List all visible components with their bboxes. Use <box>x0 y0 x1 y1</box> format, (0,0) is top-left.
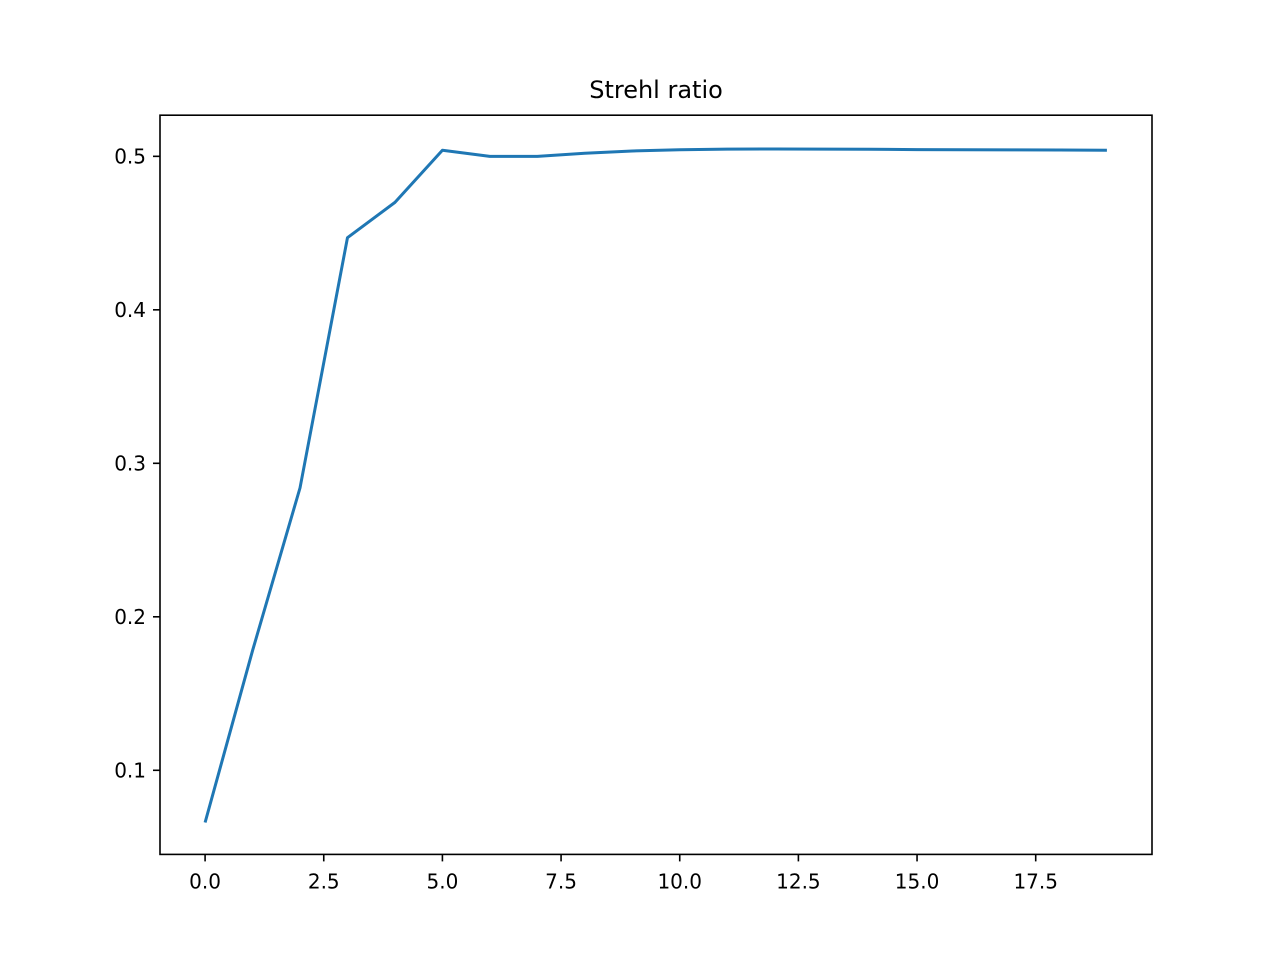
x-tick-label: 5.0 <box>427 869 459 893</box>
x-tick-label: 15.0 <box>895 869 940 893</box>
x-tick-label: 17.5 <box>1013 869 1058 893</box>
x-tick-label: 2.5 <box>308 869 340 893</box>
y-tick-label: 0.5 <box>114 144 146 168</box>
chart-title: Strehl ratio <box>589 76 723 104</box>
series-line <box>203 147 1107 823</box>
y-tick-label: 0.4 <box>114 298 146 322</box>
y-tick-label: 0.2 <box>114 605 146 629</box>
plot-frame <box>159 114 1153 856</box>
x-axis: 0.0 2.5 5.0 7.5 10.0 12.5 15.0 17.5 <box>189 854 1058 893</box>
x-tick-label: 12.5 <box>776 869 821 893</box>
series-layer <box>203 147 1107 823</box>
x-tick-label: 0.0 <box>189 869 221 893</box>
y-axis: 0.1 0.2 0.3 0.4 0.5 <box>114 144 160 782</box>
y-tick-label: 0.1 <box>114 758 146 782</box>
x-tick-label: 10.0 <box>657 869 702 893</box>
y-tick-label: 0.3 <box>114 451 146 475</box>
x-tick-label: 7.5 <box>545 869 577 893</box>
